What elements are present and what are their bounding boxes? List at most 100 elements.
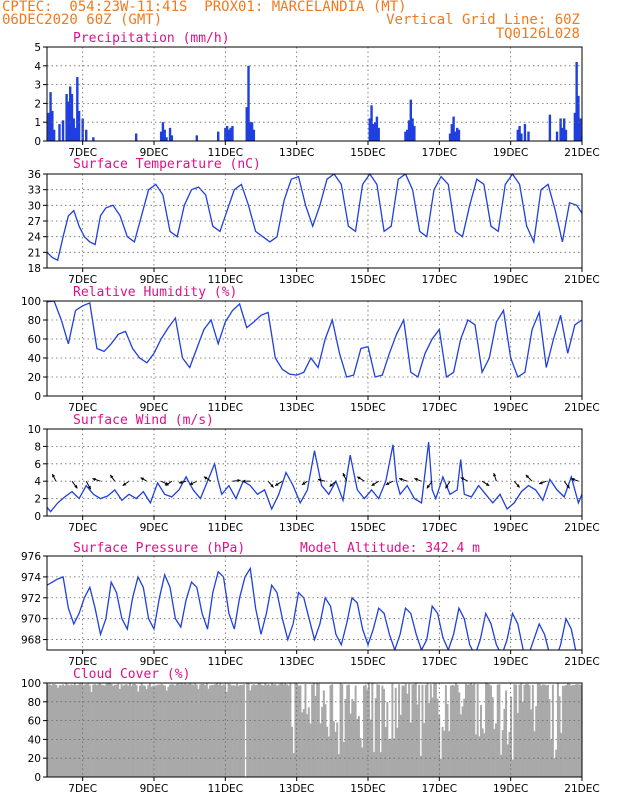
wind-arrow	[109, 474, 116, 482]
cloud-bar	[508, 731, 511, 777]
cloud-bar	[205, 683, 208, 777]
cloud-bar	[271, 683, 274, 777]
cloud-bar	[88, 685, 91, 777]
cloud-bar	[73, 683, 76, 777]
cloud-bar	[184, 683, 187, 777]
panel-frame	[46, 682, 583, 778]
precip-bar	[411, 118, 414, 141]
panel-4: 968 970 972 974 976 7DEC 9DEC 11DEC 13DEC 15DEC 17…	[21, 541, 600, 668]
precip-bar	[564, 129, 568, 141]
cloud-bar	[576, 684, 579, 777]
cloud-bar	[272, 684, 275, 777]
wind-arrow	[165, 480, 173, 487]
cloud-bar	[232, 685, 235, 777]
cloud-bar	[561, 685, 564, 777]
wind-arrow	[513, 480, 521, 488]
cloud-bar	[354, 685, 357, 777]
y-tick-label: 0	[34, 391, 41, 403]
cloud-bar	[187, 684, 190, 777]
cloud-bar	[471, 684, 474, 777]
cloud-bar	[78, 683, 81, 777]
cloud-bar	[242, 684, 245, 777]
wind-arrow	[317, 478, 326, 482]
x-tick-label: 13DEC	[279, 274, 314, 286]
y-tick-label: 976	[21, 551, 41, 563]
cloud-bar	[458, 692, 461, 777]
cloud-bar	[179, 684, 182, 777]
x-tick-label: 21DEC	[564, 783, 599, 795]
panel-frame	[46, 173, 583, 269]
cloud-bar	[428, 703, 431, 777]
cloud-bar	[150, 686, 153, 777]
cloud-bar	[456, 684, 459, 777]
cloud-bar	[287, 685, 290, 777]
precip-bar	[450, 124, 454, 141]
y-tick-label: 24	[28, 232, 42, 244]
cloud-bar	[503, 708, 506, 777]
cloud-bar	[67, 684, 70, 777]
cloud-bar	[510, 696, 513, 777]
header-model-code: TQ0126L028	[495, 26, 580, 42]
cloud-bar	[177, 683, 180, 777]
wind-arrow	[203, 476, 212, 482]
x-tick-label: 9DEC	[140, 656, 169, 668]
precip-bar	[67, 101, 70, 141]
cloud-bar	[219, 683, 222, 777]
cloud-bar	[526, 683, 529, 777]
x-tick-label: 19DEC	[493, 783, 528, 795]
x-tick-label: 7DEC	[68, 656, 97, 668]
precip-bar	[373, 122, 377, 141]
y-tick-label: 33	[28, 185, 41, 197]
cloud-bar	[366, 689, 369, 777]
cloud-bar	[57, 687, 60, 777]
y-tick-label: 60	[28, 334, 41, 346]
cloud-bar	[133, 683, 136, 777]
cloud-bar	[62, 684, 65, 777]
precip-bar	[527, 131, 530, 141]
wind-arrow	[92, 477, 101, 482]
precip-bar	[85, 129, 88, 141]
cloud-bar	[227, 683, 230, 777]
cloud-bar	[60, 685, 63, 777]
panel-5: 0 20 40 60 80 100 7DEC 9DEC 11DEC 13DEC 15DEC 17DEC…	[21, 667, 600, 795]
cloud-bar	[93, 683, 96, 777]
cloud-bar	[413, 684, 416, 777]
cloud-bar	[274, 684, 277, 777]
precip-bar	[579, 118, 582, 141]
cloud-bar	[384, 726, 387, 777]
y-tick-label: 60	[28, 716, 41, 728]
precip-bar	[61, 120, 65, 141]
cloud-bar	[441, 726, 444, 777]
cloud-bar	[406, 693, 409, 777]
panel-1: 18 21 24 27 30 33 36 7DEC 9DEC 11DEC 13DEC 15DEC 17D…	[28, 157, 600, 286]
wind-arrow	[445, 480, 451, 489]
cloud-bar	[120, 684, 123, 777]
cloud-bar	[396, 727, 399, 777]
cloud-bar	[164, 685, 167, 777]
precip-bar	[159, 131, 163, 141]
y-tick-label: 970	[21, 614, 41, 626]
cloud-bar	[152, 685, 155, 777]
panel-title: Surface Temperature (nC)	[73, 157, 261, 172]
precip-bar	[370, 105, 373, 141]
cloud-bar	[257, 683, 260, 777]
cloud-bar	[540, 685, 543, 777]
precip-bar	[252, 129, 256, 141]
cloud-bar	[485, 683, 488, 777]
cloud-bar	[92, 684, 95, 777]
x-tick-label: 19DEC	[493, 656, 528, 668]
panel-frame	[46, 300, 583, 397]
x-tick-label: 11DEC	[208, 274, 243, 286]
x-tick-label: 9DEC	[140, 147, 169, 159]
cloud-bar	[361, 747, 364, 777]
x-tick-label: 11DEC	[208, 402, 243, 414]
wind-arrow	[189, 480, 198, 486]
cloud-bar	[220, 685, 223, 777]
cloud-bar	[267, 684, 270, 777]
cloud-bar	[329, 685, 332, 777]
cloud-bar	[459, 714, 462, 777]
cloud-bar	[276, 685, 279, 777]
x-tick-label: 15DEC	[350, 274, 385, 286]
cloud-bar	[162, 685, 165, 777]
